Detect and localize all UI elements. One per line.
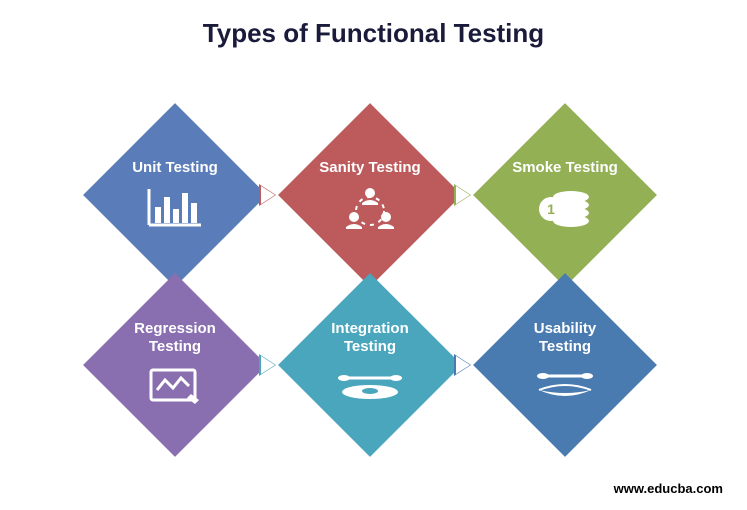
node-label-smoke: Smoke Testing [500, 159, 630, 177]
node-label-regression: RegressionTesting [110, 320, 240, 356]
node-label-unit: Unit Testing [110, 159, 240, 177]
bar-chart-icon [110, 183, 240, 231]
arrow-integration-usability [456, 356, 470, 374]
footer-attribution: www.educba.com [614, 481, 723, 496]
node-sanity: Sanity Testing [278, 103, 462, 287]
arrow-regression-integration [261, 356, 275, 374]
arrow-sanity-smoke [456, 186, 470, 204]
node-label-usability: UsabilityTesting [500, 320, 630, 356]
node-regression: RegressionTesting [83, 273, 267, 457]
node-label-integration: IntegrationTesting [305, 320, 435, 356]
diagram-canvas: Unit Testing Sanity Testing [0, 0, 747, 510]
node-smoke: Smoke Testing 1 [473, 103, 657, 287]
coins-icon: 1 [500, 183, 630, 231]
node-label-sanity: Sanity Testing [305, 159, 435, 177]
node-integration: IntegrationTesting [278, 273, 462, 457]
arrow-unit-sanity [261, 186, 275, 204]
node-unit: Unit Testing [83, 103, 267, 287]
kayak-icon [305, 362, 435, 410]
chart-card-icon [110, 362, 240, 410]
people-circle-icon [305, 183, 435, 231]
canoe-icon [500, 362, 630, 410]
svg-text:1: 1 [547, 201, 555, 217]
node-usability: UsabilityTesting [473, 273, 657, 457]
